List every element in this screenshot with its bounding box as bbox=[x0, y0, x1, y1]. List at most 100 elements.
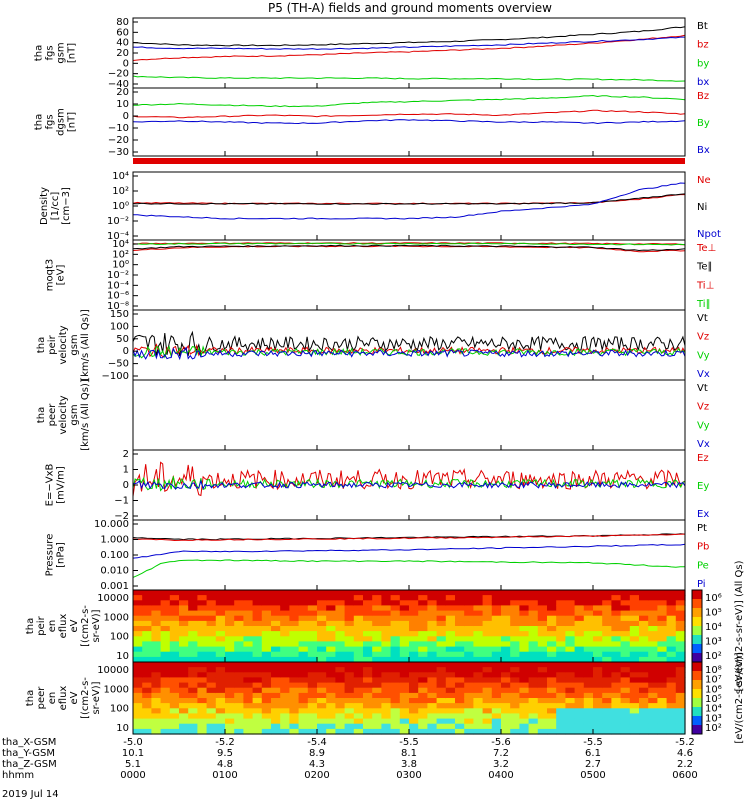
spectrogram-cell bbox=[464, 615, 474, 622]
spectrogram-cell bbox=[602, 728, 612, 735]
spectrogram-cell bbox=[666, 703, 677, 709]
spectrogram-cell bbox=[225, 605, 235, 612]
spectrogram-cell bbox=[197, 620, 208, 627]
spectrogram-cell bbox=[197, 687, 208, 694]
spectrogram-cell bbox=[556, 723, 566, 730]
spectrogram-cell bbox=[372, 692, 382, 699]
spectrogram-cell bbox=[271, 641, 281, 648]
spectrogram-cell bbox=[289, 610, 300, 617]
y-axis-label: sr-eV)] bbox=[91, 609, 102, 642]
spectrogram-cell bbox=[372, 626, 382, 632]
colorbar-tick-label: 10⁸ bbox=[705, 665, 722, 676]
spectrogram-cell bbox=[142, 728, 152, 735]
spectrogram-cell bbox=[160, 687, 171, 694]
legend-entry: bx bbox=[697, 77, 709, 88]
spectrogram-cell bbox=[464, 687, 474, 694]
spectrogram-cell bbox=[271, 590, 281, 596]
spectrogram-cell bbox=[455, 631, 465, 637]
spectrogram-cell bbox=[317, 703, 327, 709]
spectrogram-cell bbox=[519, 718, 530, 725]
series-line-Vx bbox=[132, 346, 686, 361]
spectrogram-cell bbox=[528, 626, 539, 632]
spectrogram-cell bbox=[188, 687, 198, 694]
spectrogram-cell bbox=[215, 677, 226, 684]
spectrogram-cell bbox=[307, 615, 318, 622]
spectrogram-cell bbox=[593, 610, 603, 617]
spectrogram-cell bbox=[593, 687, 603, 694]
spectrogram-cell bbox=[188, 667, 198, 673]
spectrogram-cell bbox=[372, 698, 382, 704]
spectrogram-cell bbox=[261, 610, 272, 617]
spectrogram-cell bbox=[280, 662, 290, 668]
colorbar-segment bbox=[692, 626, 702, 636]
spectrogram-cell bbox=[234, 662, 244, 668]
spectrogram-cell bbox=[455, 713, 465, 720]
ephemeris-value: 0000 bbox=[120, 770, 145, 781]
series-line-Bz bbox=[132, 109, 686, 119]
spectrogram-cell bbox=[215, 682, 226, 689]
spectrogram-cell bbox=[418, 651, 428, 658]
spectrogram-cell bbox=[261, 672, 272, 678]
spectrogram-cell bbox=[418, 677, 428, 684]
spectrogram-cell bbox=[188, 646, 198, 653]
spectrogram-cell bbox=[381, 605, 392, 612]
ephemeris-value: -5.0 bbox=[123, 737, 143, 748]
spectrogram-cell bbox=[611, 667, 622, 673]
spectrogram-cell bbox=[133, 667, 143, 673]
spectrogram-cell bbox=[491, 636, 502, 642]
spectrogram-cell bbox=[142, 626, 152, 632]
spectrogram-cell bbox=[197, 718, 208, 725]
legend-entry: Pi bbox=[697, 579, 706, 590]
spectrogram-cell bbox=[215, 672, 226, 678]
spectrogram-cell bbox=[353, 677, 364, 684]
spectrogram-cell bbox=[547, 646, 557, 653]
panel-frame bbox=[132, 519, 686, 591]
spectrogram-cell bbox=[464, 636, 474, 642]
spectrogram-cell bbox=[225, 595, 235, 601]
spectrogram-cell bbox=[602, 605, 612, 612]
spectrogram-cell bbox=[602, 703, 612, 709]
spectrogram-cell bbox=[206, 595, 217, 601]
spectrogram-cell bbox=[234, 595, 244, 601]
spectrogram-cell bbox=[427, 595, 438, 601]
spectrogram-cell bbox=[547, 682, 557, 689]
series-line-Ex bbox=[132, 479, 686, 490]
spectrogram-cell bbox=[455, 600, 465, 606]
spectrogram-cell bbox=[151, 698, 162, 704]
spectrogram-cell bbox=[399, 713, 410, 720]
spectrogram-cell bbox=[307, 667, 318, 673]
spectrogram-cell bbox=[215, 728, 226, 735]
spectrogram-cell bbox=[353, 692, 364, 699]
spectrogram-cell bbox=[206, 656, 217, 663]
spectrogram-cell bbox=[583, 605, 594, 612]
spectrogram-cell bbox=[160, 590, 171, 596]
spectrogram-cell bbox=[583, 620, 594, 627]
spectrogram-cell bbox=[620, 620, 631, 627]
spectrogram-cell bbox=[280, 728, 290, 735]
spectrogram-cell bbox=[574, 662, 585, 668]
spectrogram-cell bbox=[436, 631, 447, 637]
spectrogram-cell bbox=[464, 641, 474, 648]
spectrogram-cell bbox=[234, 708, 244, 714]
spectrogram-cell bbox=[289, 615, 300, 622]
spectrogram-cell bbox=[197, 646, 208, 653]
spectrogram-cell bbox=[353, 641, 364, 648]
spectrogram-cell bbox=[298, 651, 309, 658]
spectrogram-cell bbox=[206, 713, 217, 720]
spectrogram-cell bbox=[225, 610, 235, 617]
spectrogram-cell bbox=[243, 636, 254, 642]
spectrogram-cell bbox=[151, 595, 162, 601]
spectrogram-cell bbox=[307, 651, 318, 658]
spectrogram-cell bbox=[261, 703, 272, 709]
spectrogram-cell bbox=[252, 636, 263, 642]
spectrogram-cell bbox=[464, 610, 474, 617]
spectrogram-cell bbox=[317, 636, 327, 642]
spectrogram-cell bbox=[593, 703, 603, 709]
spectrogram-cell bbox=[215, 651, 226, 658]
spectrogram-cell bbox=[307, 620, 318, 627]
spectrogram-cell bbox=[501, 723, 511, 730]
spectrogram-cell bbox=[583, 692, 594, 699]
spectrogram-cell bbox=[436, 615, 447, 622]
spectrogram-cell bbox=[547, 641, 557, 648]
